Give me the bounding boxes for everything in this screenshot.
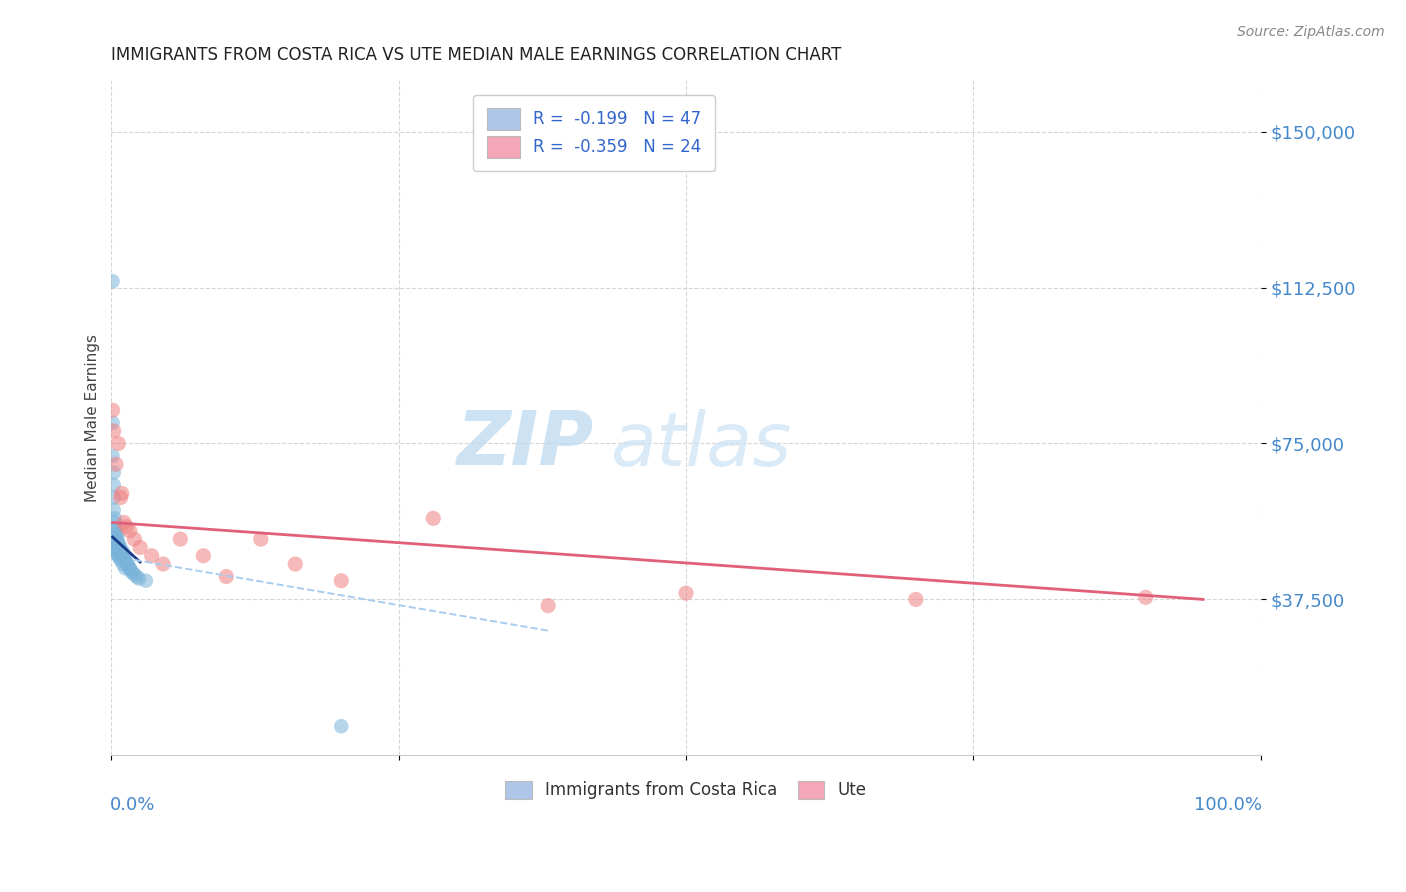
Point xyxy=(141,549,163,563)
Point xyxy=(103,503,125,517)
Point xyxy=(101,274,124,288)
Point xyxy=(105,534,128,549)
Point xyxy=(107,536,129,550)
Point xyxy=(118,559,141,574)
Point xyxy=(101,449,124,463)
Point xyxy=(111,544,134,558)
Point xyxy=(169,532,191,546)
Point xyxy=(124,532,146,546)
Point xyxy=(104,511,127,525)
Point xyxy=(118,561,141,575)
Point xyxy=(125,569,148,583)
Point xyxy=(105,528,128,542)
Point xyxy=(105,544,128,558)
Point xyxy=(675,586,697,600)
Point xyxy=(111,549,134,563)
Point xyxy=(330,574,353,588)
Point xyxy=(1135,591,1157,605)
Point xyxy=(103,491,125,505)
Y-axis label: Median Male Earnings: Median Male Earnings xyxy=(86,334,100,501)
Text: 100.0%: 100.0% xyxy=(1194,796,1261,814)
Point xyxy=(103,541,125,555)
Text: 0.0%: 0.0% xyxy=(110,796,156,814)
Point xyxy=(104,542,127,557)
Point xyxy=(108,538,131,552)
Point xyxy=(120,563,142,577)
Point xyxy=(105,522,128,536)
Point xyxy=(135,574,157,588)
Point xyxy=(103,466,125,480)
Point xyxy=(111,486,134,500)
Point xyxy=(108,550,131,565)
Point xyxy=(117,557,139,571)
Point xyxy=(103,424,125,438)
Point xyxy=(101,534,124,549)
Point xyxy=(115,519,138,533)
Text: ZIP: ZIP xyxy=(457,408,595,481)
Point xyxy=(114,561,136,575)
Point xyxy=(105,528,128,542)
Point xyxy=(111,557,134,571)
Point xyxy=(103,478,125,492)
Point xyxy=(129,541,152,555)
Point xyxy=(108,541,131,555)
Point xyxy=(537,599,560,613)
Point xyxy=(111,544,134,558)
Point xyxy=(112,550,135,565)
Text: atlas: atlas xyxy=(612,409,793,481)
Point xyxy=(152,557,174,571)
Point xyxy=(110,491,132,505)
Point xyxy=(101,416,124,430)
Point xyxy=(104,524,127,538)
Text: Source: ZipAtlas.com: Source: ZipAtlas.com xyxy=(1237,25,1385,39)
Point xyxy=(124,567,146,582)
Point xyxy=(101,403,124,417)
Point xyxy=(128,572,150,586)
Point xyxy=(112,516,135,530)
Point xyxy=(904,592,927,607)
Point xyxy=(284,557,307,571)
Point xyxy=(249,532,271,546)
Point xyxy=(104,516,127,530)
Point xyxy=(107,541,129,555)
Point xyxy=(118,524,141,538)
Point xyxy=(105,547,128,561)
Point xyxy=(105,532,128,546)
Point xyxy=(105,457,128,471)
Point xyxy=(422,511,444,525)
Point xyxy=(330,719,353,733)
Point xyxy=(103,536,125,550)
Point xyxy=(193,549,215,563)
Point xyxy=(110,553,132,567)
Point xyxy=(115,555,138,569)
Point xyxy=(107,436,129,450)
Point xyxy=(114,553,136,567)
Legend: Immigrants from Costa Rica, Ute: Immigrants from Costa Rica, Ute xyxy=(498,772,875,808)
Point xyxy=(121,566,143,580)
Text: IMMIGRANTS FROM COSTA RICA VS UTE MEDIAN MALE EARNINGS CORRELATION CHART: IMMIGRANTS FROM COSTA RICA VS UTE MEDIAN… xyxy=(111,46,842,64)
Point xyxy=(107,549,129,563)
Point xyxy=(110,542,132,557)
Point xyxy=(215,569,238,583)
